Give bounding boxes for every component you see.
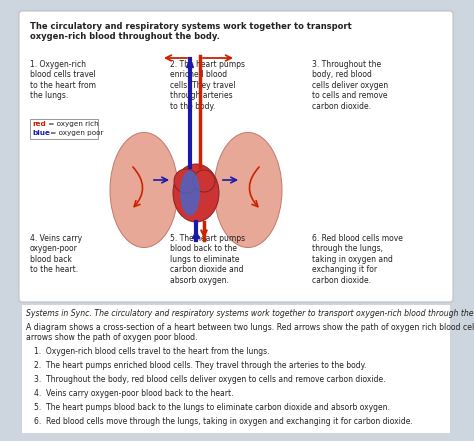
Text: 5. The heart pumps
blood back to the
lungs to eliminate
carbon dioxide and
absor: 5. The heart pumps blood back to the lun… [170, 234, 245, 284]
Text: red: red [32, 121, 46, 127]
FancyBboxPatch shape [30, 119, 98, 139]
Text: A diagram shows a cross-section of a heart between two lungs. Red arrows show th: A diagram shows a cross-section of a hea… [26, 323, 474, 332]
Ellipse shape [174, 169, 198, 193]
Text: 1.  Oxygen-rich blood cells travel to the heart from the lungs.: 1. Oxygen-rich blood cells travel to the… [34, 347, 270, 356]
Text: 6.  Red blood cells move through the lungs, taking in oxygen and exchanging it f: 6. Red blood cells move through the lung… [34, 417, 413, 426]
Text: The circulatory and respiratory systems work together to transport
oxygen-rich b: The circulatory and respiratory systems … [30, 22, 352, 41]
FancyBboxPatch shape [19, 11, 453, 302]
Text: = oxygen rich: = oxygen rich [46, 121, 99, 127]
Ellipse shape [180, 171, 200, 216]
Text: 3. Throughout the
body, red blood
cells deliver oxygen
to cells and remove
carbo: 3. Throughout the body, red blood cells … [312, 60, 388, 111]
Text: 5.  The heart pumps blood back to the lungs to eliminate carbon dioxide and abso: 5. The heart pumps blood back to the lun… [34, 403, 390, 412]
Text: 4. Veins carry
oxygen-poor
blood back
to the heart.: 4. Veins carry oxygen-poor blood back to… [30, 234, 82, 274]
Text: 2. The heart pumps
enriched blood
cells. They travel
through arteries
to the bod: 2. The heart pumps enriched blood cells.… [170, 60, 245, 111]
Text: arrows show the path of oxygen poor blood.: arrows show the path of oxygen poor bloo… [26, 333, 198, 342]
Text: 2.  The heart pumps enriched blood cells. They travel through the arteries to th: 2. The heart pumps enriched blood cells.… [34, 361, 366, 370]
Text: 6. Red blood cells move
through the lungs,
taking in oxygen and
exchanging it fo: 6. Red blood cells move through the lung… [312, 234, 403, 284]
Text: Systems in Sync. The circulatory and respiratory systems work together to transp: Systems in Sync. The circulatory and res… [26, 309, 474, 318]
Ellipse shape [173, 164, 219, 222]
Text: 3.  Throughout the body, red blood cells deliver oxygen to cells and remove carb: 3. Throughout the body, red blood cells … [34, 375, 385, 384]
Text: blue: blue [32, 130, 50, 136]
Ellipse shape [214, 132, 282, 247]
Text: = oxygen poor: = oxygen poor [48, 130, 103, 136]
Text: 1. Oxygen-rich
blood cells travel
to the heart from
the lungs.: 1. Oxygen-rich blood cells travel to the… [30, 60, 96, 100]
Text: 4.  Veins carry oxygen-poor blood back to the heart.: 4. Veins carry oxygen-poor blood back to… [34, 389, 234, 398]
FancyBboxPatch shape [22, 305, 450, 433]
Ellipse shape [110, 132, 178, 247]
Ellipse shape [193, 170, 215, 192]
